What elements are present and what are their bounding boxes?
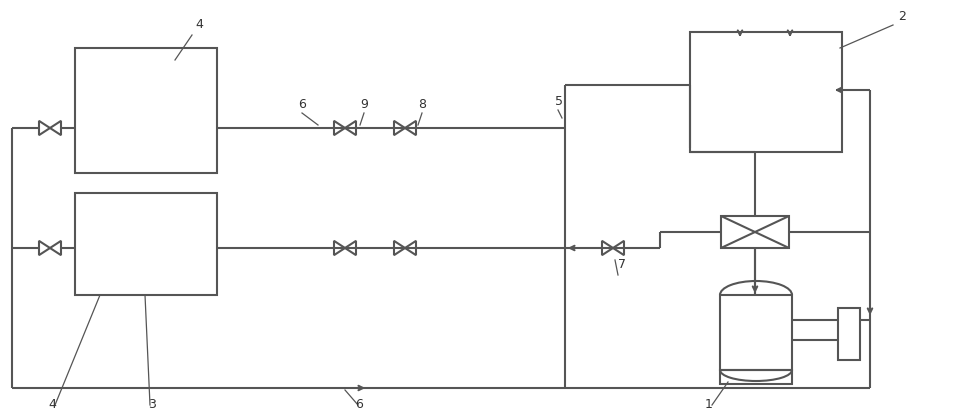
Text: 6: 6 (298, 98, 306, 111)
Bar (75, 193, 217, 295)
Bar (75, 48, 217, 173)
Text: 5: 5 (555, 95, 563, 108)
Bar (838, 308, 860, 360)
Text: 2: 2 (898, 10, 906, 23)
Text: 6: 6 (355, 398, 362, 411)
Bar (690, 32, 842, 152)
Text: 9: 9 (360, 98, 368, 111)
Bar (720, 370, 792, 384)
Bar (720, 295, 792, 370)
Text: 4: 4 (48, 398, 56, 411)
Text: 1: 1 (705, 398, 713, 411)
Text: 8: 8 (418, 98, 426, 111)
Text: 7: 7 (618, 258, 626, 271)
Text: 3: 3 (148, 398, 156, 411)
Bar (721, 216, 789, 248)
Text: 4: 4 (195, 18, 203, 31)
